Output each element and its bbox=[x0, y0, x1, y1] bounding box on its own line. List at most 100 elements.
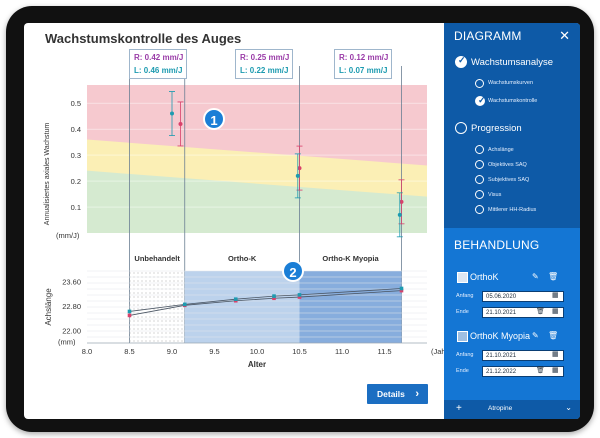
radio-axial-length[interactable] bbox=[475, 145, 484, 154]
data-point-L bbox=[170, 111, 174, 116]
radio-objective-saq[interactable] bbox=[475, 160, 484, 169]
start-label: Anfang bbox=[456, 293, 474, 299]
trash-icon[interactable]: 🗑 bbox=[536, 367, 545, 374]
data-point-L bbox=[272, 294, 276, 298]
screen: Wachstumskontrolle des Auges 0.5 0.4 0.3 0.… bbox=[24, 23, 580, 419]
data-point-R bbox=[272, 296, 276, 301]
diagram-section: DIAGRAMM ✕ Wachstumsanalyse Wachstumskur… bbox=[444, 23, 580, 228]
progression-label[interactable]: Progression bbox=[471, 123, 522, 134]
x-tick-label: 11.0 bbox=[335, 347, 349, 356]
treatment-section: BEHANDLUNG OrthoK ✎ 🗑 Anfang 05.06.2020 … bbox=[444, 228, 580, 400]
subjective-saq-label[interactable]: Subjektives SAQ bbox=[488, 177, 530, 183]
measurement-r: R: 0.12 mm/J bbox=[339, 53, 389, 62]
series-line-R bbox=[129, 290, 402, 316]
x-tick-label: 10.5 bbox=[292, 347, 307, 356]
page-title: Wachstumskontrolle des Auges bbox=[45, 31, 242, 46]
x-tick-label: 11.5 bbox=[377, 347, 391, 356]
marker-badge-1[interactable]: 1 bbox=[203, 108, 225, 130]
plus-icon: + bbox=[456, 403, 462, 414]
calendar-icon[interactable]: ▦ bbox=[552, 351, 559, 358]
end-date-field[interactable]: 21.12.2022 bbox=[482, 366, 564, 377]
treatment-color-swatch[interactable] bbox=[457, 331, 468, 342]
start-date-field[interactable]: 21.10.2021 bbox=[482, 350, 564, 361]
measurement-r: R: 0.42 mm/J bbox=[134, 53, 184, 62]
measurement-r: R: 0.25 mm/J bbox=[240, 53, 290, 62]
radio-hh-radius[interactable] bbox=[475, 205, 484, 214]
data-point-R bbox=[399, 288, 404, 293]
trash-icon[interactable]: 🗑 bbox=[548, 272, 559, 281]
measurement-box-2: R: 0.25 mm/J L: 0.22 mm/J bbox=[235, 49, 293, 79]
pencil-icon[interactable]: ✎ bbox=[532, 272, 539, 281]
data-point-R bbox=[399, 199, 404, 204]
radio-growth-control[interactable] bbox=[475, 95, 486, 106]
measurement-l: L: 0.07 mm/J bbox=[339, 66, 388, 75]
marker-badge-2[interactable]: 2 bbox=[282, 260, 304, 282]
x-tick-label: 9.5 bbox=[209, 347, 219, 356]
details-button[interactable]: Details › bbox=[367, 384, 428, 404]
radio-growth-analysis[interactable] bbox=[455, 55, 467, 68]
end-date-field[interactable]: 21.10.2021 bbox=[482, 307, 564, 318]
period-label: Ortho-K bbox=[228, 254, 257, 263]
radio-growth-curves[interactable] bbox=[475, 79, 484, 88]
period-label: Unbehandelt bbox=[134, 254, 180, 263]
y-tick-label: 22.80 bbox=[62, 302, 81, 311]
y-axis-label: Annualisiertes axiales Wachstum bbox=[44, 123, 51, 226]
growth-control-label[interactable]: Wachstumskontrolle bbox=[488, 98, 538, 104]
pencil-icon[interactable]: ✎ bbox=[532, 331, 539, 340]
data-point-L bbox=[233, 297, 238, 301]
data-point-L bbox=[297, 293, 302, 297]
radio-visus[interactable] bbox=[475, 190, 484, 199]
x-tick-label: 8.5 bbox=[124, 347, 134, 356]
treatment-color-swatch[interactable] bbox=[457, 272, 468, 283]
y-tick-label: 0.5 bbox=[71, 99, 81, 108]
x-tick-label: 8.0 bbox=[82, 347, 92, 356]
y-tick-label: 23.60 bbox=[62, 278, 81, 287]
calendar-icon[interactable]: ▦ bbox=[552, 292, 559, 299]
measurement-l: L: 0.46 mm/J bbox=[134, 66, 183, 75]
data-point-L bbox=[397, 212, 402, 217]
data-point-L bbox=[399, 286, 404, 291]
diagram-heading: DIAGRAMM bbox=[454, 29, 522, 43]
axial-length-label[interactable]: Achslänge bbox=[488, 147, 514, 153]
data-point-R bbox=[297, 295, 302, 299]
hh-radius-label[interactable]: Mittlerer HH-Radius bbox=[488, 207, 537, 213]
add-treatment-row[interactable]: + Atropine ⌄ bbox=[444, 400, 580, 419]
treatment-name: OrthoK bbox=[470, 272, 499, 282]
y-tick-label: 0.2 bbox=[71, 177, 81, 186]
visus-label[interactable]: Visus bbox=[488, 192, 502, 198]
chevron-right-icon: › bbox=[415, 388, 419, 400]
growth-chart: 0.5 0.4 0.3 0.2 0.1 Annualisiertes axiales Wa… bbox=[44, 66, 444, 369]
measurement-box-1: R: 0.42 mm/J L: 0.46 mm/J bbox=[129, 49, 187, 79]
calendar-icon[interactable]: ▦ bbox=[552, 308, 559, 315]
y-axis-unit: (mm/J) bbox=[56, 231, 80, 240]
trash-icon[interactable]: 🗑 bbox=[548, 331, 559, 340]
y-tick-label: 0.3 bbox=[71, 151, 81, 160]
treatment-name: OrthoK Myopia bbox=[470, 331, 531, 341]
chevron-down-icon[interactable]: ⌄ bbox=[565, 403, 572, 412]
measurement-box-3: R: 0.12 mm/J L: 0.07 mm/J bbox=[334, 49, 392, 79]
data-point-R bbox=[127, 313, 132, 318]
radio-subjective-saq[interactable] bbox=[475, 175, 484, 184]
y-tick-label: 0.1 bbox=[71, 203, 81, 212]
radio-progression[interactable] bbox=[455, 122, 467, 134]
y-tick-label: 22.00 bbox=[62, 327, 81, 336]
start-date-field[interactable]: 05.06.2020 bbox=[482, 291, 564, 302]
tablet-frame: Wachstumskontrolle des Auges 0.5 0.4 0.3 0.… bbox=[6, 6, 594, 432]
growth-analysis-label[interactable]: Wachstumsanalyse bbox=[471, 57, 554, 68]
calendar-icon[interactable]: ▦ bbox=[552, 367, 559, 374]
end-label: Ende bbox=[456, 368, 469, 374]
objective-saq-label[interactable]: Objektives SAQ bbox=[488, 162, 527, 168]
trash-icon[interactable]: 🗑 bbox=[536, 308, 545, 315]
end-label: Ende bbox=[456, 309, 469, 315]
add-treatment-select[interactable]: Atropine bbox=[488, 405, 513, 412]
x-tick-label: 9.0 bbox=[167, 347, 177, 356]
close-icon[interactable]: ✕ bbox=[559, 28, 570, 43]
growth-curves-label[interactable]: Wachstumskurven bbox=[488, 80, 534, 86]
start-label: Anfang bbox=[456, 352, 474, 358]
x-axis-label: Alter bbox=[248, 360, 266, 369]
y-axis-unit: (mm) bbox=[58, 338, 76, 347]
x-tick-label: 10.0 bbox=[250, 347, 265, 356]
series-line-L bbox=[129, 288, 402, 312]
period-label: Ortho-K Myopia bbox=[322, 254, 379, 263]
data-point-L bbox=[182, 302, 187, 307]
